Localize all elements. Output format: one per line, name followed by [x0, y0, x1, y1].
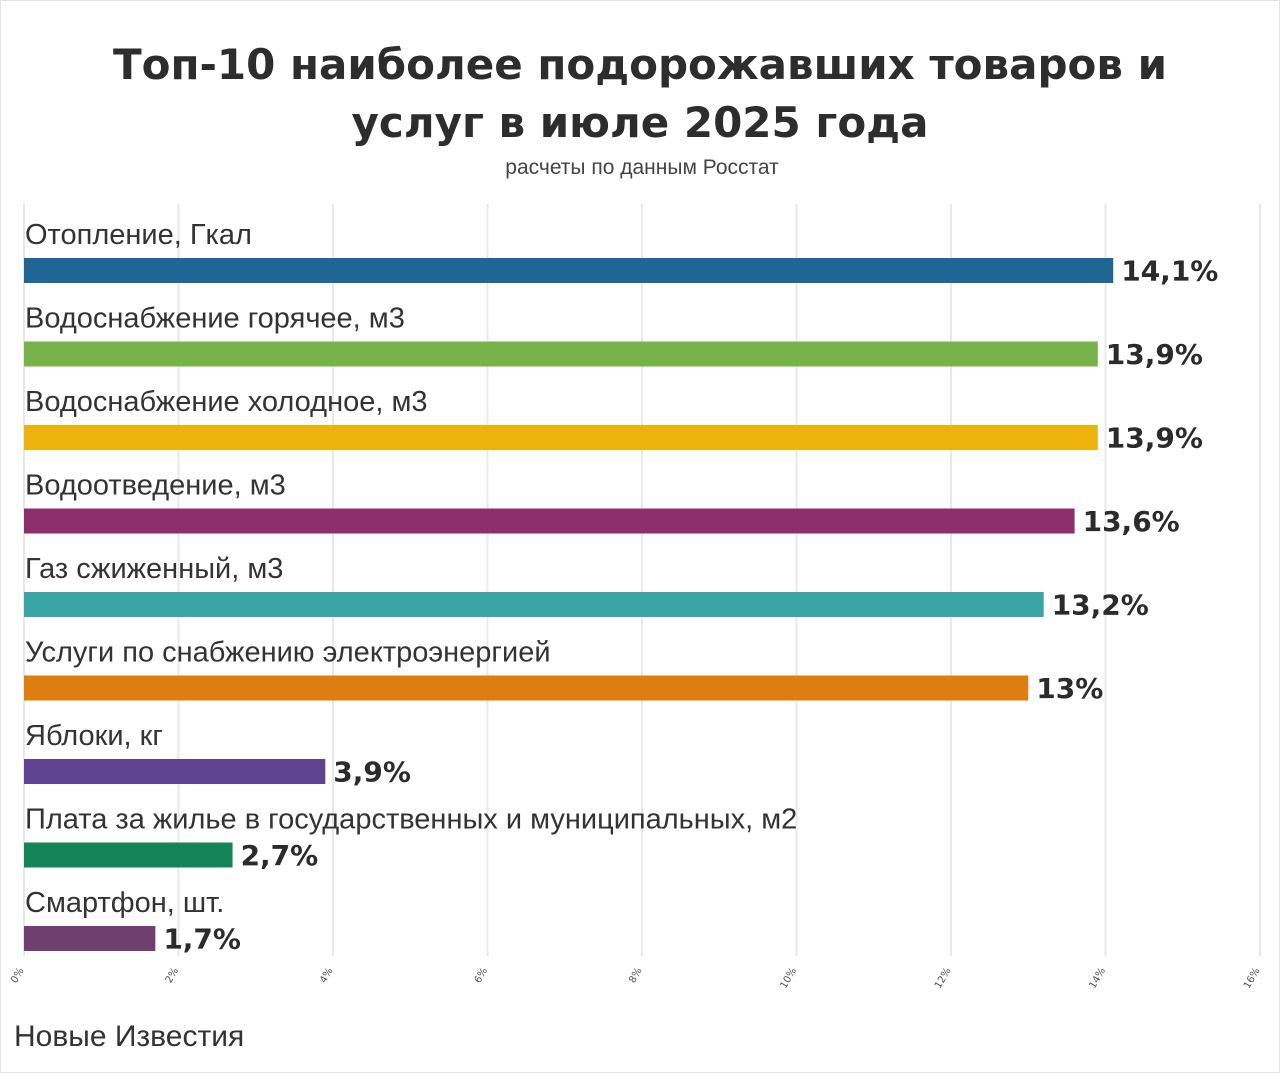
bar	[24, 508, 1075, 534]
bar	[24, 842, 233, 868]
value-label: 3,9%	[333, 756, 411, 789]
category-label: Водоотведение, м3	[25, 470, 286, 502]
value-label: 2,7%	[241, 839, 319, 872]
bar	[24, 759, 326, 784]
value-label: 13,9%	[1106, 422, 1203, 455]
source-credit: Новые Известия	[14, 1020, 245, 1053]
x-tick-label: 16%	[1242, 966, 1263, 991]
category-label: Плата за жилье в государственных и муниц…	[25, 804, 797, 836]
bar	[24, 258, 1114, 283]
x-tick-label: 10%	[778, 966, 799, 991]
value-label: 13,6%	[1083, 505, 1180, 538]
bar	[24, 341, 1098, 367]
bar	[24, 926, 156, 951]
x-tick-label: 0%	[9, 966, 26, 985]
x-tick-label: 6%	[473, 966, 490, 985]
value-label: 13%	[1036, 672, 1103, 705]
category-label: Водоснабжение холодное, м3	[25, 386, 428, 418]
x-tick-label: 14%	[1087, 966, 1108, 991]
category-label: Смартфон, шт.	[25, 887, 224, 919]
bar	[24, 425, 1098, 450]
category-label: Яблоки, кг	[25, 720, 163, 752]
value-label: 13,2%	[1052, 589, 1149, 622]
category-label: Услуги по снабжению электроэнергией	[25, 637, 551, 669]
category-label: Отопление, Гкал	[25, 219, 252, 251]
category-label: Газ сжиженный, м3	[25, 553, 283, 585]
x-tick-label: 8%	[627, 966, 644, 985]
x-tick-label: 12%	[933, 966, 954, 991]
value-label: 1,7%	[163, 923, 241, 956]
x-tick-label: 2%	[164, 966, 181, 985]
chart-title: Топ-10 наиболее подорожавших товаров и у…	[112, 40, 1168, 147]
category-label: Водоснабжение горячее, м3	[25, 303, 405, 335]
bar	[24, 592, 1044, 617]
x-tick-label: 4%	[318, 966, 335, 985]
value-label: 14,1%	[1121, 255, 1218, 288]
value-label: 13,9%	[1106, 338, 1203, 371]
chart-subtitle: расчеты по данным Росстат	[505, 156, 779, 179]
bar	[24, 675, 1029, 701]
